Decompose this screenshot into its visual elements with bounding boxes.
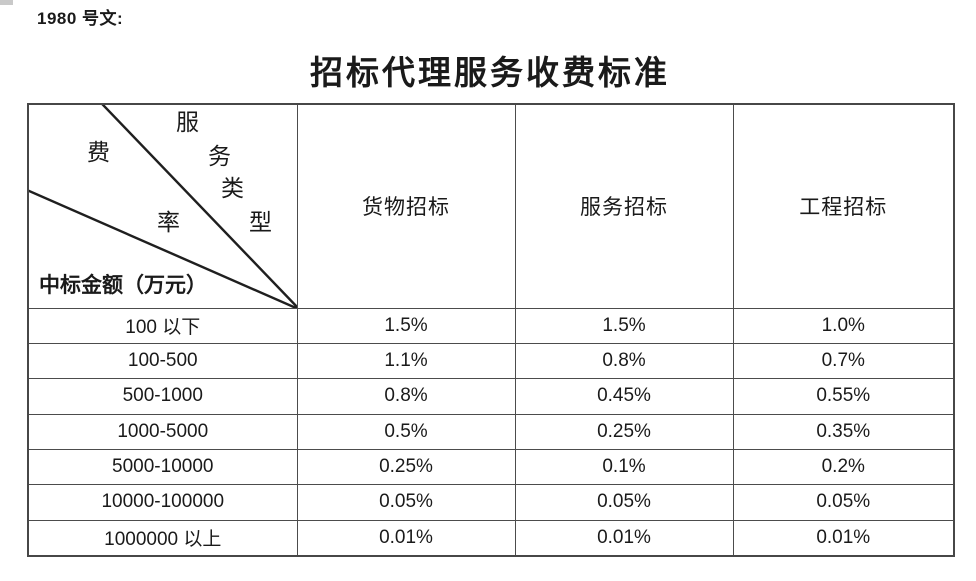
col-axis-char: 务	[208, 144, 231, 169]
amount-range-cell: 100 以下	[27, 307, 298, 344]
table-row: 100-500 1.1% 0.8% 0.7%	[27, 342, 955, 380]
rate-cell: 0.35%	[732, 413, 955, 450]
fee-table-body: 100 以下 1.5% 1.5% 1.0% 100-500 1.1% 0.8% 0.7% 500…	[27, 307, 955, 557]
header-row: 费 率 服 务 类 型 中标金额（万元） 货物招标 服务招标 工程招标	[27, 103, 955, 309]
table-row: 100 以下 1.5% 1.5% 1.0%	[27, 307, 955, 344]
amount-range-cell: 500-1000	[27, 378, 298, 415]
rate-cell: 0.8%	[514, 342, 734, 380]
table-row: 5000-10000 0.25% 0.1% 0.2%	[27, 448, 955, 486]
amount-range-cell: 1000000 以上	[27, 519, 298, 557]
row-axis-title: 中标金额（万元）	[39, 273, 207, 297]
row-axis-char: 费	[87, 140, 110, 165]
rate-cell: 0.8%	[296, 378, 516, 415]
rate-cell: 0.01%	[514, 519, 734, 557]
rate-cell: 1.1%	[296, 342, 516, 380]
rate-cell: 0.5%	[296, 413, 516, 450]
rate-cell: 1.5%	[514, 307, 734, 344]
amount-range-cell: 10000-100000	[27, 484, 298, 521]
page-corner-artifact	[0, 0, 13, 5]
rate-cell: 0.01%	[732, 519, 955, 557]
col-axis-char: 服	[176, 110, 199, 135]
rate-cell: 1.5%	[296, 307, 516, 344]
rate-cell: 0.05%	[296, 484, 516, 521]
amount-range-cell: 100-500	[27, 342, 298, 380]
rate-cell: 0.45%	[514, 378, 734, 415]
table-row: 1000000 以上 0.01% 0.01% 0.01%	[27, 519, 955, 557]
doc-number-label: 1980 号文:	[37, 9, 124, 28]
diagonal-split-lines-icon	[29, 105, 296, 307]
rate-cell: 0.55%	[732, 378, 955, 415]
rate-cell: 0.7%	[732, 342, 955, 380]
rate-cell: 0.05%	[514, 484, 734, 521]
column-header-goods: 货物招标	[296, 103, 516, 309]
column-header-works: 工程招标	[732, 103, 955, 309]
row-axis-char: 率	[157, 210, 180, 235]
doc-title: 招标代理服务收费标准	[310, 56, 670, 92]
table-row: 10000-100000 0.05% 0.05% 0.05%	[27, 484, 955, 521]
col-axis-char: 类	[221, 176, 244, 201]
fee-table: 费 率 服 务 类 型 中标金额（万元） 货物招标 服务招标 工程招标 100 …	[27, 103, 955, 557]
rate-cell: 0.05%	[732, 484, 955, 521]
table-row: 1000-5000 0.5% 0.25% 0.35%	[27, 413, 955, 450]
rate-cell: 0.1%	[514, 448, 734, 486]
col-axis-char: 型	[249, 210, 272, 235]
amount-range-cell: 1000-5000	[27, 413, 298, 450]
table-row: 500-1000 0.8% 0.45% 0.55%	[27, 378, 955, 415]
amount-range-cell: 5000-10000	[27, 448, 298, 486]
corner-header-cell: 费 率 服 务 类 型 中标金额（万元）	[27, 103, 298, 309]
column-header-services: 服务招标	[514, 103, 734, 309]
rate-cell: 0.2%	[732, 448, 955, 486]
rate-cell: 0.25%	[296, 448, 516, 486]
rate-cell: 0.25%	[514, 413, 734, 450]
rate-cell: 1.0%	[732, 307, 955, 344]
rate-cell: 0.01%	[296, 519, 516, 557]
